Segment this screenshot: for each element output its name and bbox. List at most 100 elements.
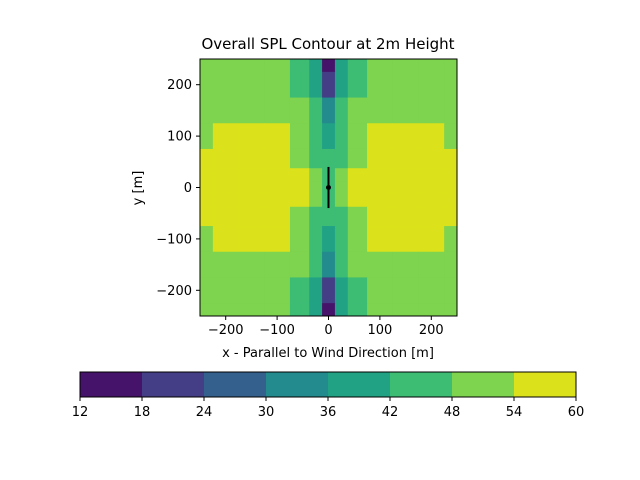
contour-cell [418, 148, 445, 169]
contour-cell [322, 59, 336, 73]
contour-cell [322, 123, 336, 150]
contour-cell [392, 148, 419, 169]
contour-cell [289, 181, 310, 195]
contour-cell [444, 181, 457, 195]
contour-cell [367, 226, 394, 253]
colorbar-tick-label: 12 [72, 405, 89, 420]
colorbar-segment [142, 372, 205, 397]
contour-cell [392, 181, 419, 195]
x-axis-label: x - Parallel to Wind Direction [m] [222, 346, 434, 361]
contour-cell [334, 123, 349, 150]
contour-cell [444, 251, 457, 278]
contour-cell [347, 206, 368, 227]
contour-cell [322, 303, 336, 316]
y-tick-label: 100 [167, 130, 192, 145]
contour-cell [309, 193, 323, 208]
y-axis-label: y [m] [131, 171, 146, 206]
contour-cell [347, 123, 368, 150]
y-tick-label: 0 [184, 181, 192, 196]
contour-cell [444, 97, 457, 124]
contour-cell [347, 303, 368, 316]
contour-cell [200, 181, 214, 195]
contour-cell [264, 59, 291, 73]
turbine-hub [326, 185, 331, 190]
y-axis-ticks: −200 −100 0 100 200 [156, 78, 200, 299]
contour-cell [334, 251, 349, 278]
contour-cell [264, 226, 291, 253]
contour-cell [334, 148, 349, 169]
colorbar-tick-label: 48 [444, 405, 461, 420]
contour-cell [392, 123, 419, 150]
contour-cell [309, 277, 323, 304]
colorbar-segment [266, 372, 329, 397]
contour-cell [367, 277, 394, 304]
contour-cell [347, 181, 368, 195]
contour-cell [200, 59, 214, 73]
contour-cell [392, 168, 419, 182]
contour-cell [418, 59, 445, 73]
contour-cell [367, 59, 394, 73]
colorbar-segment [204, 372, 267, 397]
contour-cell [289, 303, 310, 316]
contour-cell [322, 97, 336, 124]
contour-cell [334, 168, 349, 182]
contour-cell [212, 168, 240, 182]
contour-cell [264, 181, 291, 195]
contour-cell [418, 277, 445, 304]
colorbar-segment [80, 372, 143, 397]
colorbar-segments [80, 372, 577, 397]
contour-cell [367, 251, 394, 278]
contour-cell [289, 251, 310, 278]
contour-cell [392, 206, 419, 227]
contour-cell [392, 277, 419, 304]
contour-cell [347, 148, 368, 169]
colorbar-segment [390, 372, 453, 397]
contour-cell [444, 303, 457, 316]
contour-cell [347, 277, 368, 304]
contour-cell [264, 97, 291, 124]
contour-cell [392, 226, 419, 253]
contour-cell [212, 148, 240, 169]
contour-cell [212, 226, 240, 253]
contour-cell [347, 251, 368, 278]
contour-cell [200, 71, 214, 99]
contour-cell [418, 181, 445, 195]
contour-cell [367, 181, 394, 195]
colorbar-tick-label: 24 [196, 405, 213, 420]
contour-cell [309, 59, 323, 73]
contour-cell [418, 123, 445, 150]
contour-cell [334, 277, 349, 304]
contour-cell [334, 181, 349, 195]
contour-cell [334, 71, 349, 99]
colorbar: 12 18 24 30 36 42 48 54 60 [72, 371, 585, 420]
contour-cell [444, 168, 457, 182]
colorbar-tick-label: 60 [568, 405, 585, 420]
contour-cell [309, 123, 323, 150]
contour-cell [309, 251, 323, 278]
contour-cell [200, 277, 214, 304]
contour-cell [347, 71, 368, 99]
contour-cell [418, 303, 445, 316]
contour-cell [392, 97, 419, 124]
contour-cell [238, 277, 265, 304]
contour-cell [444, 123, 457, 150]
contour-cell [289, 206, 310, 227]
x-tick-label: 0 [324, 323, 332, 338]
contour-cell [392, 251, 419, 278]
x-axis-ticks: −200 −100 0 100 200 [208, 316, 444, 338]
colorbar-tick-label: 36 [320, 405, 337, 420]
contour-cell [200, 97, 214, 124]
contour-cell [200, 303, 214, 316]
contour-cell [444, 206, 457, 227]
contour-cell [238, 59, 265, 73]
contour-cell [212, 97, 240, 124]
contour-cell [264, 303, 291, 316]
contour-cell [367, 206, 394, 227]
contour-cell [264, 251, 291, 278]
contour-cell [367, 168, 394, 182]
contour-cell [238, 251, 265, 278]
contour-cell [264, 206, 291, 227]
x-tick-label: −200 [208, 323, 244, 338]
contour-cell [367, 97, 394, 124]
contour-cell [212, 251, 240, 278]
